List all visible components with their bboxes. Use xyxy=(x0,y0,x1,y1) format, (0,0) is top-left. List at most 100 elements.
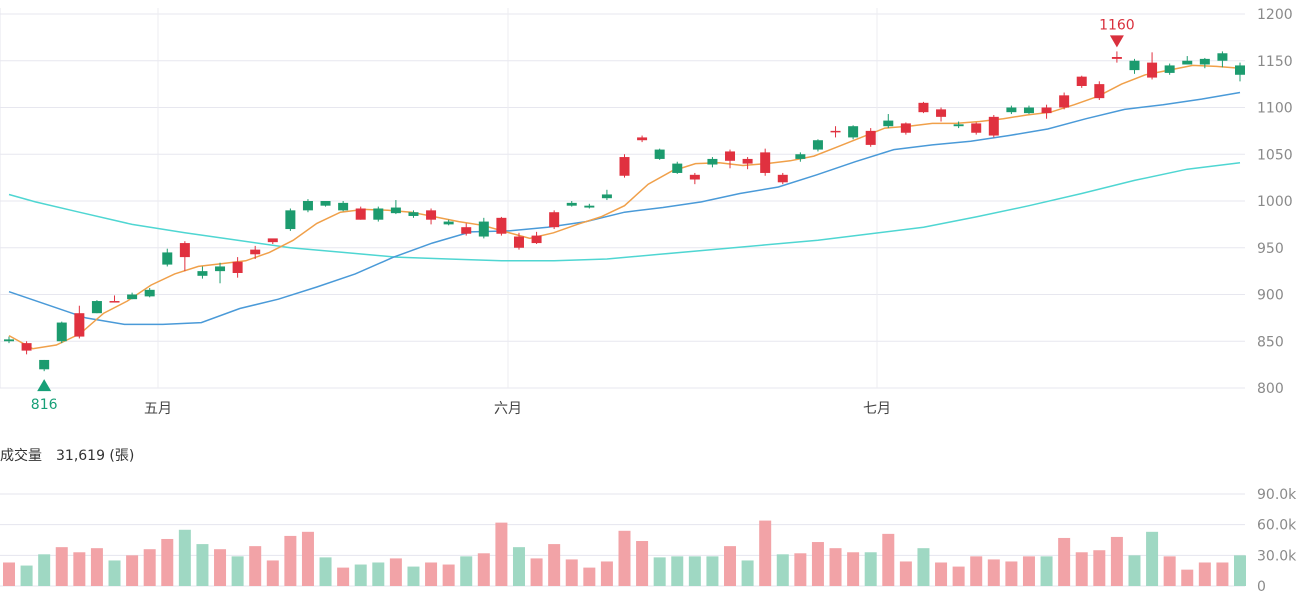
volume-bar xyxy=(1216,562,1229,586)
candle xyxy=(373,206,384,222)
volume-bar xyxy=(249,546,262,586)
volume-bar xyxy=(161,538,174,586)
volume-bar xyxy=(196,544,209,586)
volume-bar xyxy=(899,561,912,586)
candle xyxy=(883,114,894,129)
low-marker-label: 816 xyxy=(31,397,58,413)
volume-bar xyxy=(952,566,965,586)
volume-bar xyxy=(266,560,279,586)
candle xyxy=(672,161,683,174)
candle xyxy=(4,336,14,344)
volume-bar xyxy=(38,554,51,586)
candle xyxy=(1041,104,1052,119)
candle xyxy=(654,148,665,160)
candle xyxy=(197,266,208,279)
candle xyxy=(39,359,50,372)
volume-bar xyxy=(671,556,684,586)
candle xyxy=(760,148,771,176)
candle xyxy=(74,305,85,339)
volume-bar xyxy=(178,529,191,586)
price-tick-label: 900 xyxy=(1257,288,1284,304)
candle xyxy=(1059,92,1070,110)
candle xyxy=(162,248,173,267)
volume-bar xyxy=(759,520,772,586)
volume-bar xyxy=(776,554,789,586)
volume-bar xyxy=(301,531,314,586)
candle xyxy=(513,232,524,250)
volume-bar xyxy=(1234,555,1246,586)
volume-bar xyxy=(1093,550,1106,586)
candle xyxy=(848,125,859,140)
low-marker-arrow xyxy=(37,379,52,392)
candle xyxy=(320,201,331,207)
candle xyxy=(1023,105,1034,115)
volume-bar xyxy=(1146,531,1159,586)
candle xyxy=(1164,63,1175,75)
candle xyxy=(1217,51,1228,68)
volume-y-axis: 0 30.0k 60.0k 90.0k xyxy=(1257,487,1297,595)
candle xyxy=(109,295,120,303)
candle xyxy=(812,139,823,152)
candle xyxy=(1147,52,1158,80)
candle xyxy=(408,210,419,218)
volume-bar xyxy=(548,544,561,586)
volume-bar xyxy=(214,549,227,586)
volume-bar xyxy=(653,557,666,586)
candle xyxy=(1199,57,1210,69)
volume-bar xyxy=(372,562,385,586)
volume-bar xyxy=(1198,562,1211,586)
candle xyxy=(795,152,806,162)
volume-bar xyxy=(882,533,895,586)
volume-bar xyxy=(442,564,455,586)
moving-average-lines xyxy=(8,64,1241,350)
volume-tick-label: 30.0k xyxy=(1257,548,1297,564)
candle xyxy=(443,219,454,226)
candle xyxy=(250,245,261,259)
candle xyxy=(777,172,788,185)
volume-tick-label: 0 xyxy=(1257,579,1266,595)
candle xyxy=(918,101,929,114)
candle xyxy=(127,292,138,300)
candle xyxy=(338,201,349,212)
candle xyxy=(1235,62,1245,82)
volume-bar xyxy=(90,548,103,586)
candle xyxy=(302,199,313,213)
volume-bar xyxy=(741,560,754,586)
volume-bar xyxy=(495,522,508,586)
candle xyxy=(953,121,964,129)
volume-bar xyxy=(425,562,438,586)
price-tick-label: 1200 xyxy=(1257,7,1293,23)
candle xyxy=(1182,56,1193,65)
candle xyxy=(355,206,366,220)
candle xyxy=(742,157,753,170)
candle xyxy=(619,154,630,178)
volume-bar xyxy=(477,553,490,586)
price-tick-label: 850 xyxy=(1257,334,1284,350)
high-marker-arrow xyxy=(1109,35,1124,48)
candle xyxy=(531,231,542,245)
volume-bar xyxy=(319,557,332,586)
volume-bar xyxy=(847,552,860,586)
volume-bar xyxy=(583,567,596,586)
month-label: 七月 xyxy=(863,401,891,417)
candle xyxy=(267,238,278,245)
volume-bar xyxy=(354,564,367,586)
volume-tick-label: 60.0k xyxy=(1257,518,1297,534)
candle xyxy=(566,201,577,207)
candle xyxy=(830,126,841,138)
volume-bar xyxy=(512,547,525,586)
volume-tick-label: 90.0k xyxy=(1257,487,1297,503)
candle xyxy=(21,341,32,355)
volume-bar xyxy=(618,530,631,586)
candle xyxy=(1129,58,1140,74)
volume-bar xyxy=(3,562,15,586)
candle xyxy=(91,300,102,314)
high-marker-label: 1160 xyxy=(1099,17,1135,33)
volume-bar xyxy=(970,556,983,586)
price-tick-label: 1150 xyxy=(1257,54,1293,70)
volume-bar xyxy=(20,565,33,586)
volume-bar xyxy=(811,542,824,586)
candle xyxy=(56,321,67,344)
